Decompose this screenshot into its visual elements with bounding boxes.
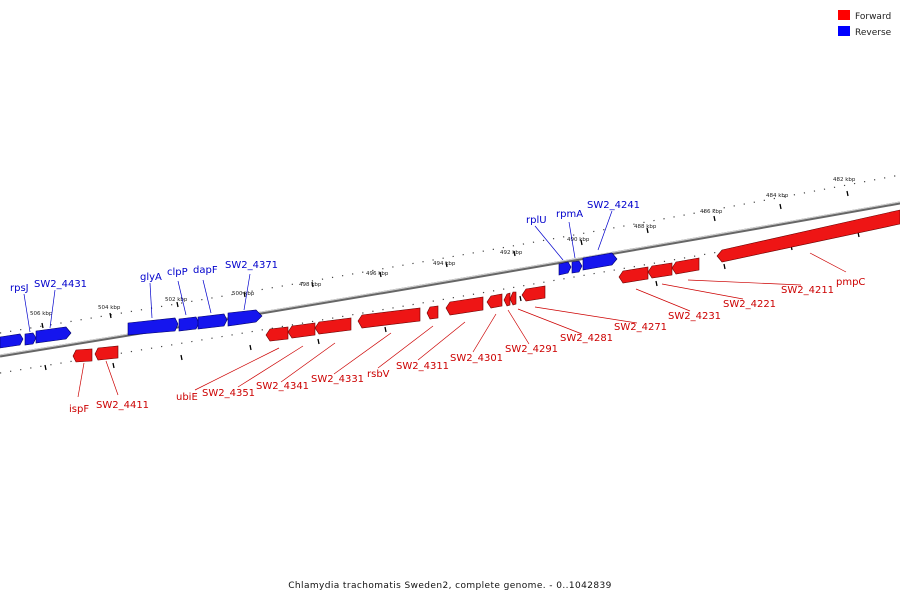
- gene-label[interactable]: rplU: [526, 215, 547, 226]
- kbp-label: 494 kbp: [433, 261, 456, 267]
- gene-arrow-reverse[interactable]: [178, 316, 200, 332]
- gene-label[interactable]: glyA: [140, 272, 162, 283]
- lower-ticks: [44, 231, 860, 371]
- gene-arrow-forward[interactable]: [503, 292, 511, 307]
- gene-label[interactable]: rpsJ: [10, 283, 29, 294]
- gene-label[interactable]: SW2_4411: [96, 400, 149, 411]
- gene-arrow-forward[interactable]: [509, 291, 517, 306]
- reverse-labels: rpsJ SW2_4431 glyA clpP dapF SW2_4371 rp…: [10, 200, 640, 294]
- gene-label[interactable]: SW2_4341: [256, 381, 309, 392]
- gene-arrow-forward[interactable]: [94, 345, 119, 361]
- gene-label[interactable]: dapF: [193, 265, 218, 276]
- gene-label[interactable]: pmpC: [836, 277, 865, 288]
- gene-label[interactable]: rsbV: [367, 369, 390, 380]
- gene-label[interactable]: ispF: [69, 404, 89, 415]
- gene-label[interactable]: SW2_4351: [202, 388, 255, 399]
- forward-genes: [72, 209, 900, 363]
- gene-arrow-forward[interactable]: [521, 285, 546, 302]
- gene-label[interactable]: SW2_4211: [781, 285, 834, 296]
- gene-arrow-forward[interactable]: [671, 257, 700, 275]
- kbp-label: 506 kbp: [30, 311, 53, 317]
- gene-label[interactable]: SW2_4271: [614, 322, 667, 333]
- gene-label[interactable]: SW2_4301: [450, 353, 503, 364]
- kbp-labels: 482 kbp 484 kbp 486 kbp 488 kbp 490 kbp …: [30, 177, 856, 317]
- gene-arrow-forward[interactable]: [314, 317, 352, 335]
- kbp-label: 484 kbp: [766, 193, 789, 199]
- gene-arrow-reverse[interactable]: [227, 309, 263, 327]
- gene-label[interactable]: SW2_4241: [587, 200, 640, 211]
- gene-arrow-forward[interactable]: [618, 266, 649, 284]
- gene-label[interactable]: SW2_4281: [560, 333, 613, 344]
- legend: Forward Reverse: [838, 10, 892, 38]
- reverse-genes: [0, 252, 618, 349]
- kbp-label: 502 kbp: [165, 297, 188, 303]
- gene-label[interactable]: rpmA: [556, 209, 583, 220]
- gene-arrow-forward[interactable]: [265, 326, 289, 342]
- forward-labels: ispF SW2_4411 ubiE SW2_4351 SW2_4341 SW2…: [69, 277, 865, 415]
- gene-arrow-reverse[interactable]: [558, 261, 572, 276]
- genome-caption: Chlamydia trachomatis Sweden2, complete …: [288, 581, 612, 591]
- gene-label[interactable]: SW2_4431: [34, 279, 87, 290]
- forward-leaders: [77, 252, 847, 398]
- kbp-label: 486 kbp: [700, 209, 723, 215]
- reverse-leaders: [23, 210, 613, 333]
- kbp-label: 490 kbp: [567, 237, 590, 243]
- gene-label[interactable]: ubiE: [176, 392, 198, 403]
- kbp-label: 496 kbp: [366, 271, 389, 277]
- gene-arrow-reverse[interactable]: [24, 332, 37, 346]
- legend-forward-label: Forward: [855, 12, 891, 22]
- gene-arrow-forward[interactable]: [445, 296, 484, 316]
- gene-label[interactable]: SW2_4231: [668, 311, 721, 322]
- gene-arrow-forward[interactable]: [647, 262, 673, 279]
- gene-arrow-forward[interactable]: [287, 322, 316, 339]
- gene-label[interactable]: SW2_4331: [311, 374, 364, 385]
- gene-arrow-forward[interactable]: [426, 305, 439, 320]
- gene-arrow-forward[interactable]: [486, 293, 503, 309]
- kbp-label: 500 kbp: [232, 291, 255, 297]
- gene-label[interactable]: clpP: [167, 267, 188, 278]
- kbp-label: 504 kbp: [98, 305, 121, 311]
- gene-arrow-forward[interactable]: [716, 209, 900, 263]
- kbp-label: 498 kbp: [299, 282, 322, 288]
- gene-arrow-forward[interactable]: [72, 348, 93, 363]
- gene-label[interactable]: SW2_4311: [396, 361, 449, 372]
- kbp-label: 482 kbp: [833, 177, 856, 183]
- legend-forward-swatch: [838, 10, 850, 20]
- gene-arrow-reverse[interactable]: [127, 317, 179, 336]
- major-ticks: [41, 190, 849, 329]
- legend-reverse-label: Reverse: [855, 28, 892, 38]
- kbp-label: 492 kbp: [500, 250, 523, 256]
- gene-arrow-reverse[interactable]: [197, 313, 228, 330]
- gene-arrow-reverse[interactable]: [571, 260, 583, 274]
- gene-label[interactable]: SW2_4371: [225, 260, 278, 271]
- gene-arrow-reverse[interactable]: [35, 326, 72, 344]
- legend-reverse-swatch: [838, 26, 850, 36]
- gene-label[interactable]: SW2_4221: [723, 299, 776, 310]
- gene-arrow-forward[interactable]: [357, 307, 421, 329]
- gene-arrow-reverse[interactable]: [582, 252, 618, 271]
- kbp-label: 488 kbp: [634, 224, 657, 230]
- gene-arrow-reverse[interactable]: [0, 333, 24, 349]
- gene-label[interactable]: SW2_4291: [505, 344, 558, 355]
